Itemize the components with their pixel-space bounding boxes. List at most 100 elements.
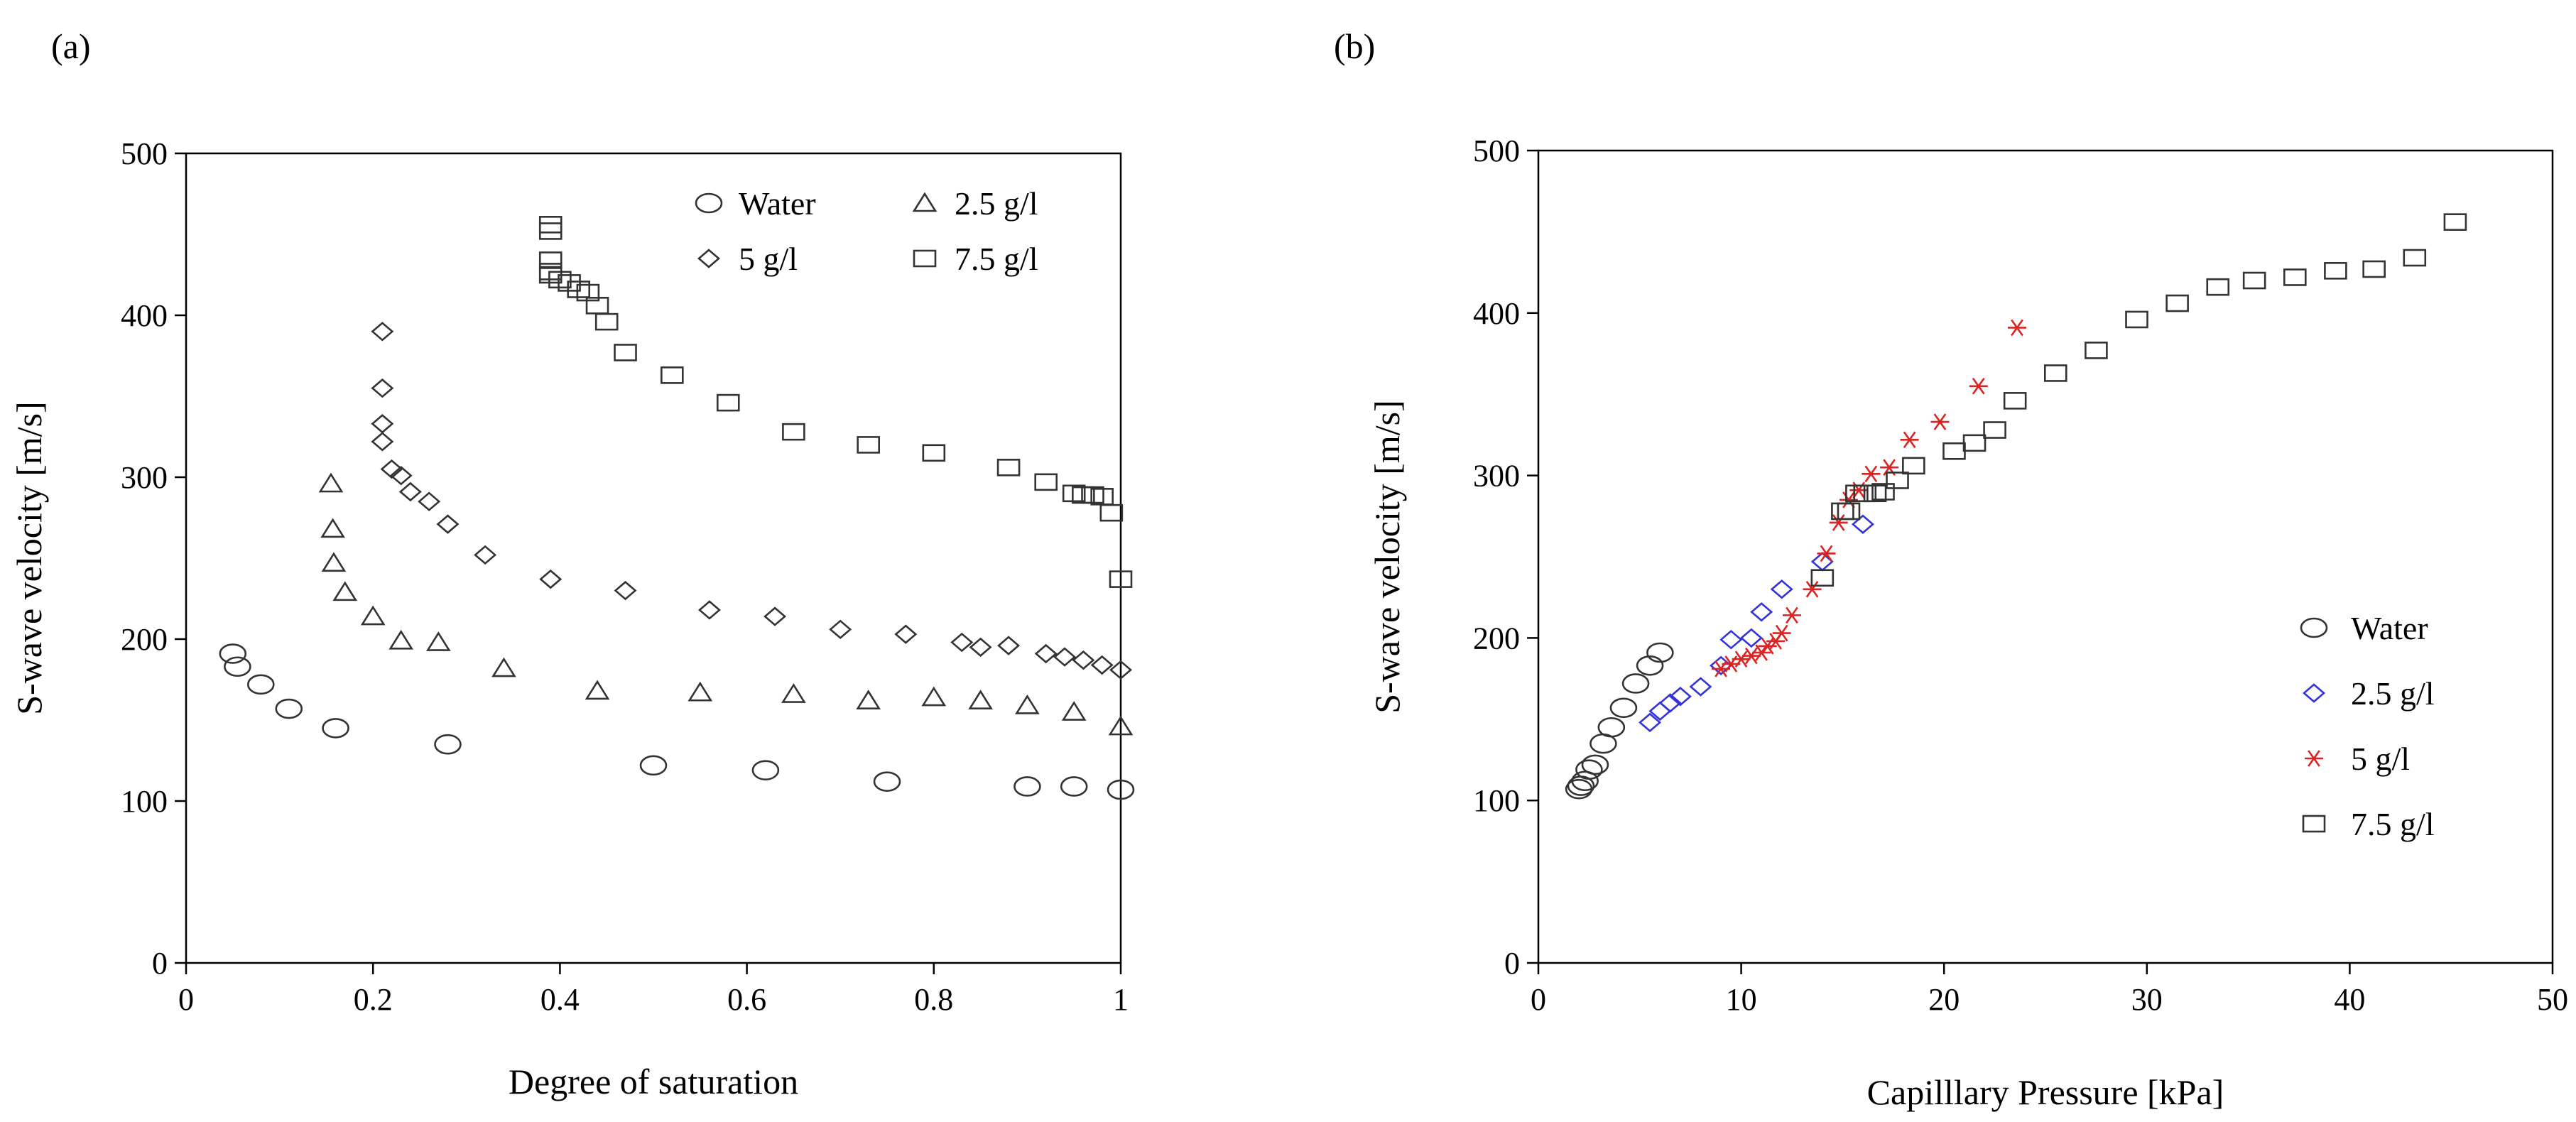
data-point (1081, 486, 1104, 504)
data-point (763, 606, 787, 626)
plot-area (1537, 149, 2554, 964)
y-tick-label: 500 (1473, 134, 1520, 168)
data-point (2165, 294, 2189, 312)
data-point (1732, 650, 1751, 668)
data-point (1871, 483, 1895, 501)
legend-marker (912, 192, 938, 212)
data-point (275, 698, 303, 719)
x-tick-label: 40 (2334, 982, 2365, 1017)
data-point (2206, 278, 2230, 296)
y-tick-label: 100 (121, 784, 168, 819)
data-point (436, 514, 460, 534)
legend: Water 2.5 g/l 5 g/l 7.5 g/l (695, 185, 1038, 277)
legend-marker (2300, 617, 2328, 638)
legend-marker (2302, 815, 2326, 833)
data-point (1090, 655, 1114, 675)
legend-marker (697, 249, 720, 268)
legend-marker (695, 192, 723, 214)
data-point (360, 605, 386, 626)
data-point (950, 632, 974, 653)
x-tick-label: 0 (178, 982, 194, 1017)
x-tick-label: 50 (2537, 982, 2568, 1017)
data-point (1060, 776, 1088, 797)
data-point (246, 674, 275, 695)
data-point (1750, 602, 1773, 622)
data-point (661, 366, 684, 384)
data-point (697, 600, 721, 620)
panel-b: (b) 0 100 200 300 400 500 0 10 20 30 40 50 Capilllary… (1334, 26, 2568, 1112)
series-3 (1810, 213, 2467, 587)
data-point (538, 216, 563, 234)
data-point (2403, 249, 2427, 267)
legend-label: 5 g/l (739, 241, 798, 277)
data-point (332, 581, 358, 601)
series-1 (318, 472, 1134, 736)
data-point (1689, 677, 1712, 697)
data-point (224, 656, 251, 677)
x-tick-label: 0 (1531, 982, 1546, 1017)
data-point (1658, 693, 1682, 713)
y-tick-label: 300 (1473, 459, 1520, 494)
data-point (969, 637, 992, 658)
data-point (1962, 434, 1987, 452)
series-1 (1638, 514, 1874, 733)
data-point (1597, 717, 1626, 738)
data-point (996, 459, 1021, 476)
data-point (781, 683, 806, 703)
data-point (1646, 642, 1674, 663)
data-point (856, 690, 881, 709)
data-point (894, 624, 918, 644)
data-point (1719, 629, 1743, 650)
legend-marker (913, 249, 937, 268)
data-point (1107, 779, 1135, 800)
legend-marker (2305, 750, 2323, 767)
panel-label: (a) (51, 26, 91, 66)
data-point (398, 481, 422, 502)
data-point (1108, 715, 1134, 736)
data-point (321, 552, 347, 572)
data-point (1013, 776, 1041, 797)
series-0 (219, 643, 1135, 800)
data-point (2008, 319, 2027, 337)
plot-area (185, 152, 1122, 964)
data-point (968, 690, 993, 709)
x-tick-label: 0.4 (540, 982, 580, 1017)
x-tick-label: 0.6 (727, 982, 766, 1017)
y-tick-label: 0 (1504, 946, 1520, 981)
y-tick-label: 0 (152, 946, 168, 981)
x-tick-label: 30 (2131, 982, 2163, 1017)
x-tick-label: 0.8 (914, 982, 953, 1017)
data-point (1034, 643, 1058, 664)
data-point (873, 771, 901, 792)
data-point (576, 283, 600, 302)
legend-label: Water (2351, 610, 2428, 646)
series-2 (371, 322, 1132, 680)
data-point (594, 312, 619, 331)
data-point (688, 681, 713, 702)
y-tick-label: 300 (121, 460, 168, 495)
data-point (1109, 660, 1132, 680)
data-point (585, 680, 610, 700)
data-point (1803, 580, 1822, 598)
legend: Water 2.5 g/l 5 g/l 7.5 g/l (2300, 610, 2435, 842)
data-point (1741, 647, 1761, 665)
legend-label: Water (739, 185, 816, 222)
data-point (1770, 579, 1793, 599)
data-point (2242, 271, 2266, 290)
data-point (558, 274, 581, 292)
data-point (1783, 606, 1801, 624)
data-point (1072, 650, 1095, 670)
data-point (1810, 569, 1835, 587)
data-point (320, 518, 345, 538)
legend-label: 5 g/l (2351, 741, 2410, 777)
data-point (1739, 628, 1763, 648)
legend-marker (2303, 683, 2325, 703)
data-point (2125, 310, 2148, 329)
data-point (1886, 472, 1909, 489)
data-point (538, 222, 563, 240)
data-point (1710, 655, 1733, 676)
data-point (1621, 673, 1650, 694)
data-point (2324, 262, 2347, 280)
y-tick-label: 400 (121, 298, 168, 333)
